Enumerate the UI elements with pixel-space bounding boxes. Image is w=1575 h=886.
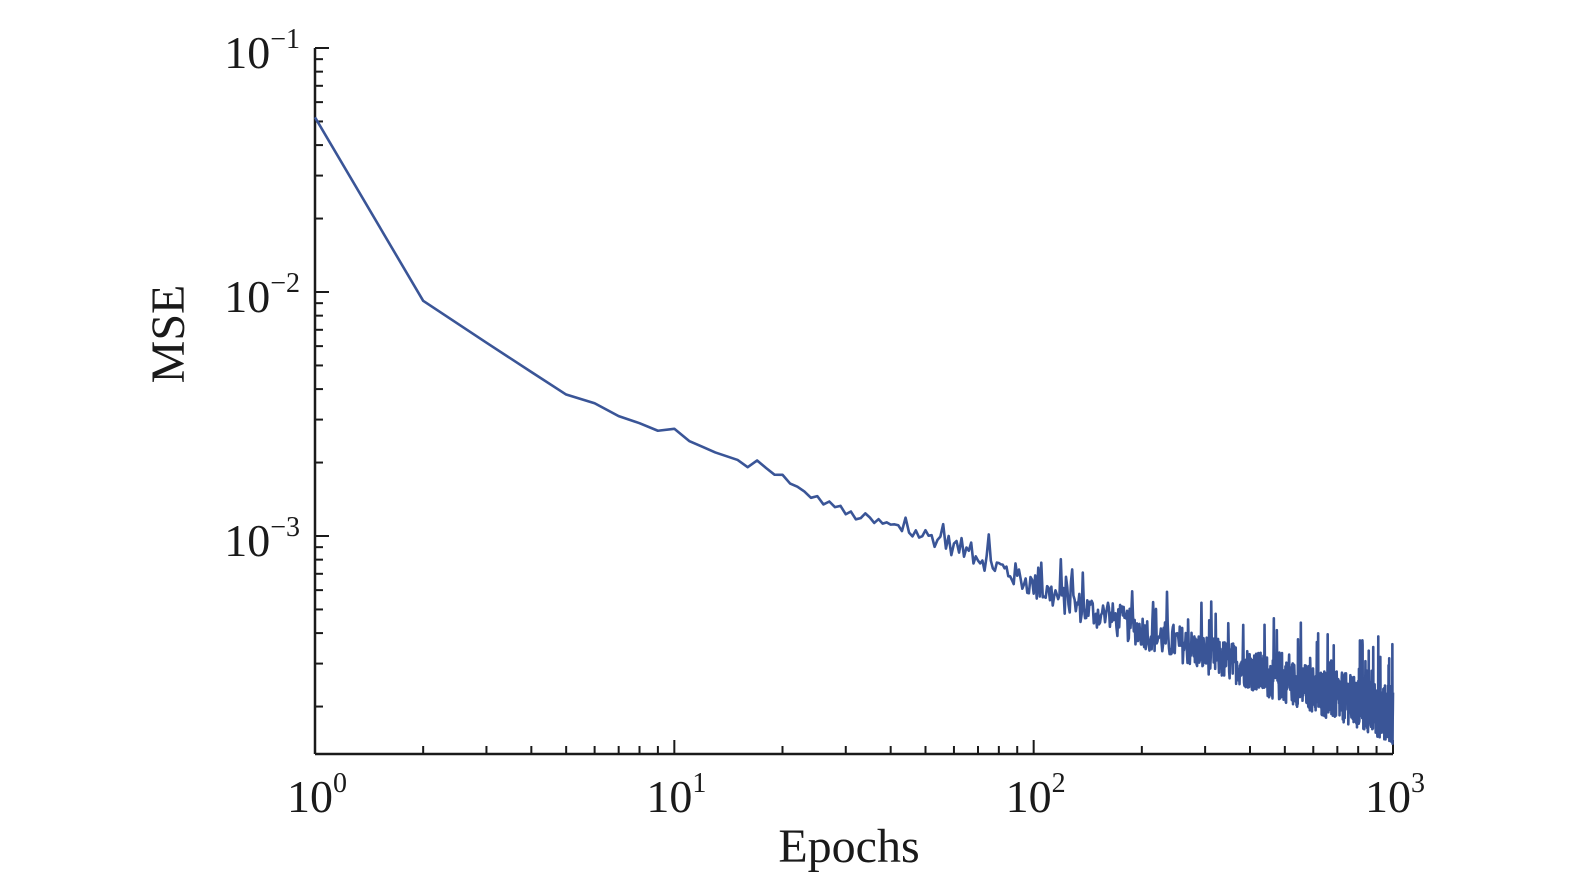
x-tick-label: 103 — [1365, 768, 1425, 822]
y-axis-title: MSE — [142, 285, 195, 384]
minor-ticks — [315, 58, 1378, 754]
x-tick-label-exponent: 2 — [1052, 768, 1066, 799]
x-tick-label-base: 10 — [1365, 771, 1411, 822]
x-tick-label-exponent: 0 — [333, 768, 347, 799]
x-tick-label-base: 10 — [287, 771, 333, 822]
x-tick-label-base: 10 — [1006, 771, 1052, 822]
axes — [313, 48, 1393, 756]
y-tick-label: 10−3 — [224, 512, 300, 566]
y-tick-label-base: 10 — [224, 271, 270, 322]
y-tick-label: 10−1 — [224, 24, 300, 78]
x-tick-label: 100 — [287, 768, 347, 822]
x-tick-label: 101 — [646, 768, 706, 822]
y-tick-label-exponent: −1 — [270, 24, 300, 55]
x-tick-label: 102 — [1006, 768, 1066, 822]
y-tick-labels: 10−110−210−3 — [224, 24, 300, 566]
x-axis-title: Epochs — [778, 820, 919, 873]
x-tick-labels: 100 101 102 103 — [287, 768, 1425, 822]
x-tick-label-exponent: 3 — [1411, 768, 1425, 799]
y-tick-label-exponent: −3 — [270, 512, 300, 543]
y-tick-label: 10−2 — [224, 268, 300, 322]
y-tick-label-base: 10 — [224, 27, 270, 78]
x-tick-label-base: 10 — [646, 771, 692, 822]
series-line-mse — [313, 116, 1395, 745]
x-tick-label-exponent: 1 — [692, 768, 706, 799]
y-tick-label-base: 10 — [224, 515, 270, 566]
y-tick-label-exponent: −2 — [270, 268, 300, 299]
